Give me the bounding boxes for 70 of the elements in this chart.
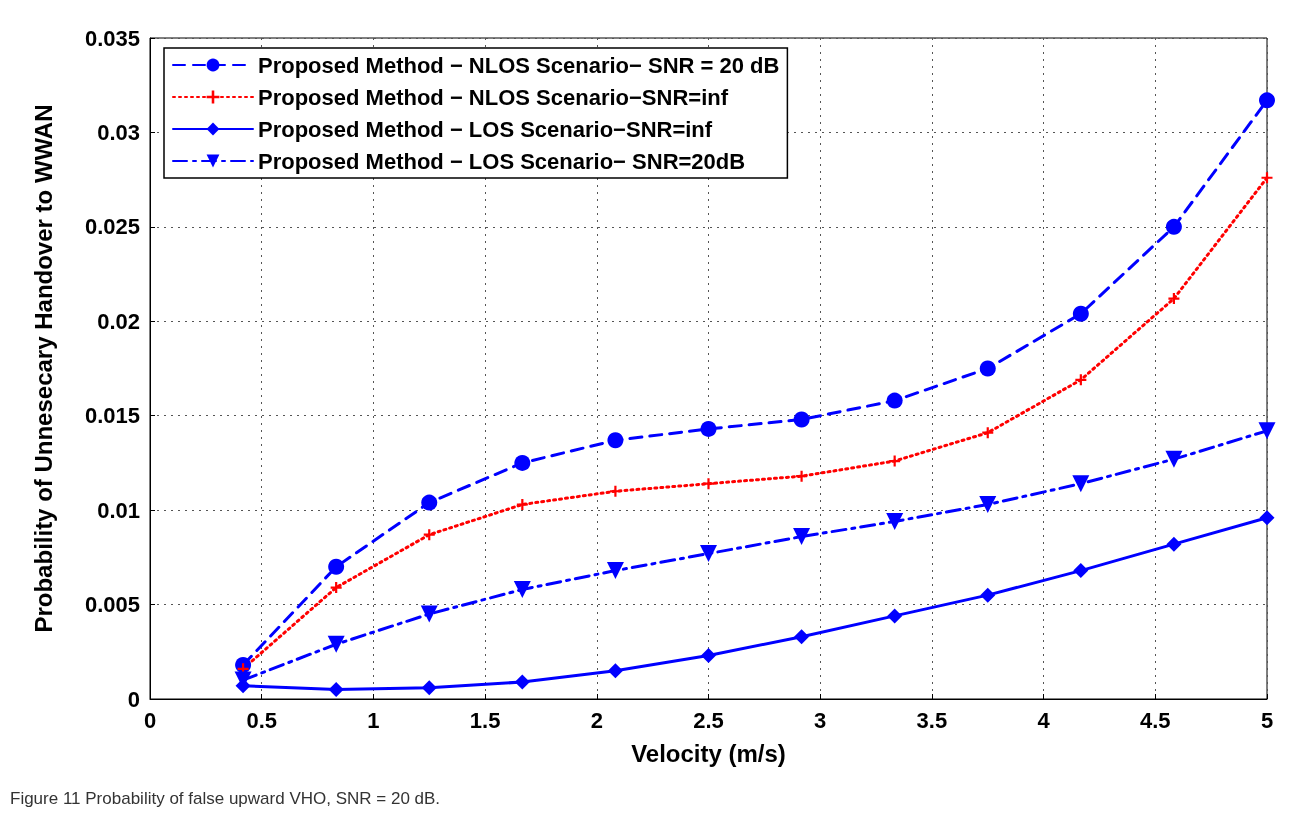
point — [1261, 172, 1273, 184]
legend-label: Proposed Method − NLOS Scenario−SNR=inf — [258, 84, 729, 110]
point — [607, 663, 623, 679]
x-tick-label: 3 — [814, 707, 827, 733]
point — [607, 432, 624, 449]
point — [980, 587, 996, 603]
point — [796, 470, 808, 482]
y-tick-label: 0.02 — [97, 308, 140, 334]
y-tick-label: 0.01 — [97, 497, 140, 523]
point — [327, 635, 345, 653]
y-tick-label: 0.015 — [84, 403, 140, 429]
y-axis-title: Probability of Unnesecary Handover to WWAN — [29, 104, 57, 633]
point — [513, 580, 531, 598]
legend-label: Proposed Method − LOS Scenario− SNR=20dB — [258, 148, 746, 174]
point — [886, 512, 904, 530]
point — [420, 605, 438, 623]
point — [1072, 475, 1090, 493]
point — [700, 420, 717, 437]
legend-label: Proposed Method − NLOS Scenario− SNR = 20 dB — [258, 52, 780, 78]
point — [886, 392, 903, 409]
x-tick-label: 2.5 — [693, 707, 724, 733]
point — [889, 455, 901, 467]
y-tick-label: 0.025 — [84, 214, 140, 240]
x-tick-label: 0 — [143, 707, 157, 733]
point — [703, 478, 714, 490]
point — [1165, 450, 1183, 468]
point — [328, 558, 345, 575]
x-tick-label: 2 — [590, 707, 603, 733]
point — [516, 498, 528, 510]
point — [421, 494, 438, 511]
point — [606, 562, 624, 580]
x-tick-label: 1 — [367, 707, 380, 733]
point — [330, 582, 342, 594]
y-tick-label: 0.03 — [97, 119, 140, 145]
caption: Figure 11 Probability of false upward VHO, SNR = 20 dB. — [10, 789, 441, 808]
x-tick-label: 4 — [1037, 707, 1051, 733]
y-tick-label: 0.035 — [84, 25, 140, 51]
point — [1259, 92, 1275, 109]
x-tick-label: 5 — [1260, 707, 1274, 733]
point — [514, 674, 530, 690]
x-tick-label: 0.5 — [246, 707, 277, 733]
point — [1168, 293, 1180, 305]
point — [979, 360, 996, 377]
point — [794, 629, 810, 645]
point — [1259, 510, 1275, 526]
point — [423, 529, 435, 541]
x-tick-label: 4.5 — [1140, 707, 1171, 733]
point — [514, 454, 531, 471]
point — [1165, 218, 1182, 235]
point — [421, 680, 437, 696]
point — [1258, 422, 1276, 440]
point — [793, 528, 811, 546]
point — [793, 411, 810, 428]
point — [700, 545, 717, 563]
point — [609, 485, 621, 497]
x-axis-title: Velocity (m/s) — [631, 739, 786, 767]
point — [1072, 305, 1089, 322]
x-tick-label: 1.5 — [469, 707, 501, 733]
y-tick-label: 0.005 — [84, 592, 140, 618]
point — [982, 427, 994, 439]
point — [328, 682, 344, 698]
point — [1166, 536, 1182, 552]
point — [701, 648, 716, 664]
point — [887, 608, 903, 624]
point — [1073, 563, 1089, 579]
x-tick-label: 3.5 — [916, 707, 948, 733]
y-tick-label: 0 — [127, 686, 140, 712]
legend-label: Proposed Method − LOS Scenario−SNR=inf — [258, 116, 713, 142]
point — [979, 495, 997, 513]
point — [1075, 374, 1087, 386]
